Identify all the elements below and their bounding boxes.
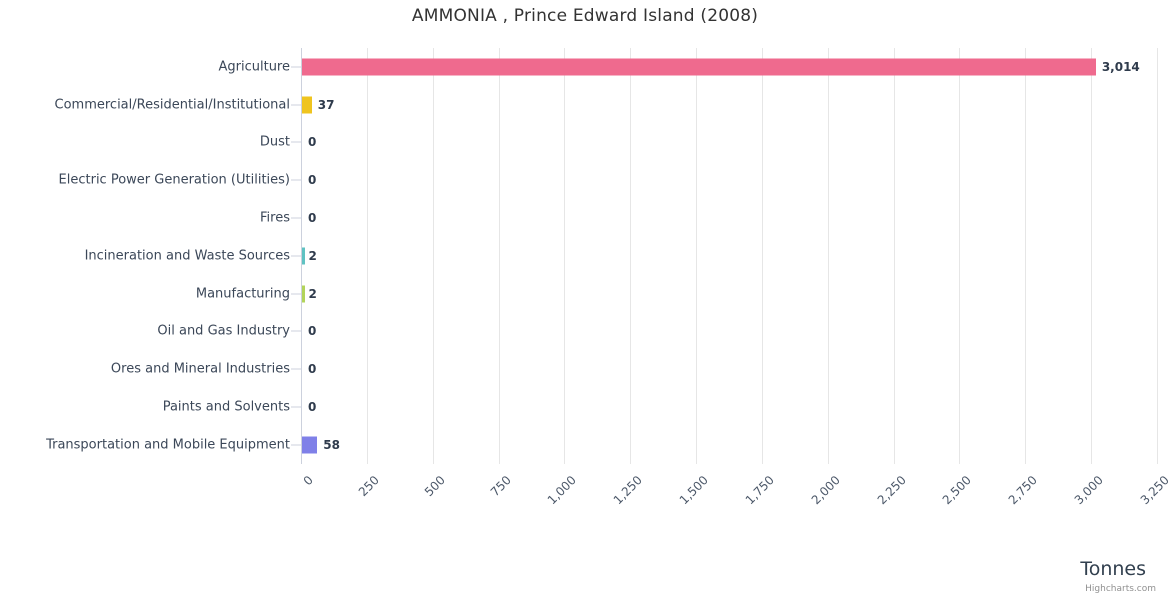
plot-area (301, 48, 1158, 464)
bar-value-label: 2 (308, 248, 317, 263)
category-label: Incineration and Waste Sources (84, 248, 290, 264)
x-axis-tick-label: 500 (421, 473, 448, 500)
y-axis-tick (291, 255, 301, 257)
category-label: Paints and Solvents (162, 399, 290, 415)
bar[interactable] (302, 436, 318, 454)
gridline (827, 48, 829, 464)
bar-row: Manufacturing 2 (0, 275, 1170, 313)
gridline (432, 48, 434, 464)
x-axis-tick-label: 750 (487, 473, 514, 500)
category-label: Fires (260, 210, 290, 226)
category-label: Dust (259, 134, 290, 150)
gridline (1157, 48, 1158, 464)
highcharts-credits[interactable]: Highcharts.com (1085, 584, 1156, 594)
y-axis-tick (291, 368, 301, 370)
gridline (630, 48, 632, 464)
bar-value-label: 37 (317, 97, 335, 112)
category-label: Ores and Mineral Industries (110, 361, 290, 377)
x-axis-tick-label: 1,250 (610, 473, 646, 508)
x-axis-tick-label: 1,000 (545, 473, 580, 508)
bar-row: Commercial/Residential/Institutional 37 (0, 86, 1170, 124)
bar-value-label: 0 (308, 324, 317, 339)
y-axis-tick (291, 444, 301, 446)
bar-row: Oil and Gas Industry 0 (0, 313, 1170, 351)
gridline (959, 48, 961, 464)
bar-row: Electric Power Generation (Utilities) 0 (0, 161, 1170, 199)
bar-value-label: 0 (308, 211, 317, 226)
x-axis-tick-label: 1,500 (676, 473, 711, 508)
category-label: Agriculture (218, 59, 291, 75)
y-axis-tick (291, 104, 301, 106)
bar-value-label: 0 (308, 400, 317, 415)
x-axis-tick-label: 2,250 (874, 473, 909, 508)
bar-value-label: 0 (308, 173, 317, 188)
x-axis-tick-label: 250 (355, 473, 382, 500)
bar-row: Dust 0 (0, 124, 1170, 162)
category-label: Transportation and Mobile Equipment (46, 437, 290, 453)
bar[interactable] (302, 96, 312, 114)
y-axis-tick (291, 179, 301, 181)
gridline (564, 48, 566, 464)
category-label: Manufacturing (195, 286, 290, 302)
category-label: Electric Power Generation (Utilities) (58, 172, 290, 188)
category-label: Oil and Gas Industry (157, 323, 290, 339)
x-axis-tick-label: 2,500 (940, 473, 975, 508)
y-axis-tick (291, 141, 301, 143)
bar-row: Paints and Solvents 0 (0, 388, 1170, 426)
gridline (696, 48, 698, 464)
x-axis-title: Tonnes (1080, 558, 1146, 580)
bar-value-label: 58 (323, 437, 340, 452)
y-axis-tick (291, 406, 301, 408)
gridline (498, 48, 500, 464)
bar-row: Ores and Mineral Industries 0 (0, 350, 1170, 388)
bar-value-label: 3,014 (1101, 59, 1140, 74)
bar-value-label: 2 (308, 286, 317, 301)
x-axis-tick-label: 1,750 (742, 473, 777, 508)
x-axis-tick-label: 2,000 (808, 473, 843, 508)
bar-value-label: 0 (308, 135, 317, 150)
bar[interactable] (302, 58, 1096, 76)
bar-row: Fires 0 (0, 199, 1170, 237)
category-label: Commercial/Residential/Institutional (54, 97, 291, 113)
bar-row: Incineration and Waste Sources 2 (0, 237, 1170, 275)
bar-row: Transportation and Mobile Equipment 58 (0, 426, 1170, 464)
y-axis-line (301, 48, 302, 464)
y-axis-tick (291, 66, 301, 68)
gridline (366, 48, 368, 464)
gridline (761, 48, 763, 464)
y-axis-tick (291, 217, 301, 219)
chart-title: AMMONIA , Prince Edward Island (2008) (411, 6, 759, 26)
bar[interactable] (302, 285, 305, 303)
bar-value-label: 0 (308, 362, 317, 377)
x-axis-tick-label: 2,750 (1006, 473, 1041, 508)
gridline (893, 48, 895, 464)
gridline (1025, 48, 1027, 464)
y-axis-tick (291, 293, 301, 295)
bar-row: Agriculture 3,014 (0, 48, 1170, 86)
x-axis-tick-label: 0 (300, 473, 316, 489)
x-axis-tick-label: 3,250 (1137, 473, 1170, 508)
x-axis-tick-label: 3,000 (1071, 473, 1107, 508)
gridline (1091, 48, 1093, 464)
y-axis-tick (291, 330, 301, 332)
bar[interactable] (302, 247, 305, 265)
